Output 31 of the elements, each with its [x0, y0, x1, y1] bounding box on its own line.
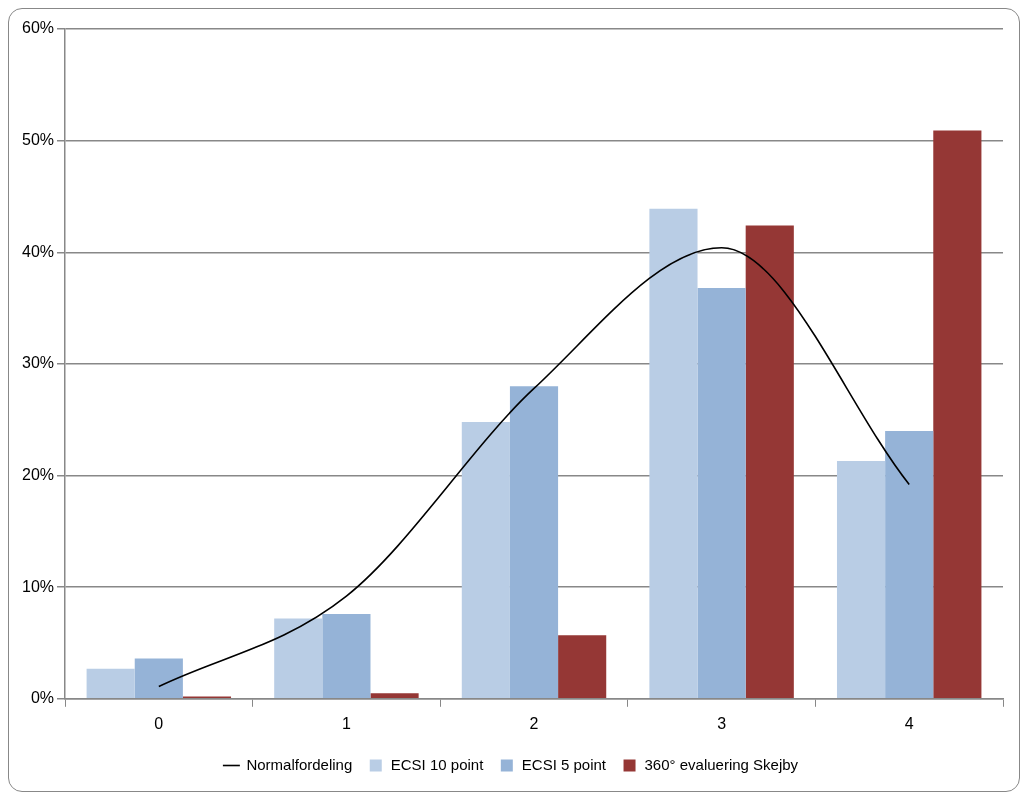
y-tick-label: 0%	[30, 689, 55, 707]
bar	[274, 618, 323, 699]
line-series	[158, 247, 910, 688]
y-tick-label: 50%	[21, 131, 55, 149]
legend-label: 360° evaluering Skejby	[644, 755, 799, 773]
y-tick-label: 30%	[21, 354, 55, 372]
bar	[885, 430, 934, 699]
legend-label: Normalfordeling	[246, 755, 353, 773]
x-tick-label: 0	[154, 714, 164, 732]
y-tick-label: 60%	[21, 19, 55, 37]
legend-label: ECSI 5 point	[521, 755, 607, 773]
y-tick-label: 10%	[21, 577, 55, 595]
bar	[836, 461, 886, 699]
bar	[461, 421, 510, 699]
legend-label: ECSI 10 point	[390, 755, 485, 773]
bar	[370, 693, 419, 699]
bar	[86, 668, 135, 699]
bar	[558, 635, 607, 699]
x-tick-label: 1	[341, 714, 351, 732]
x-tick-label: 2	[529, 714, 539, 732]
x-tick-label: 3	[717, 714, 727, 732]
bar	[745, 225, 794, 699]
y-tick-label: 40%	[21, 242, 55, 260]
bar	[649, 208, 698, 699]
bar	[933, 130, 982, 699]
bar	[509, 386, 559, 699]
bar	[697, 287, 746, 699]
x-tick-label: 4	[904, 714, 914, 732]
bar	[322, 613, 371, 699]
bar	[134, 658, 183, 699]
y-tick-label: 20%	[21, 465, 55, 483]
